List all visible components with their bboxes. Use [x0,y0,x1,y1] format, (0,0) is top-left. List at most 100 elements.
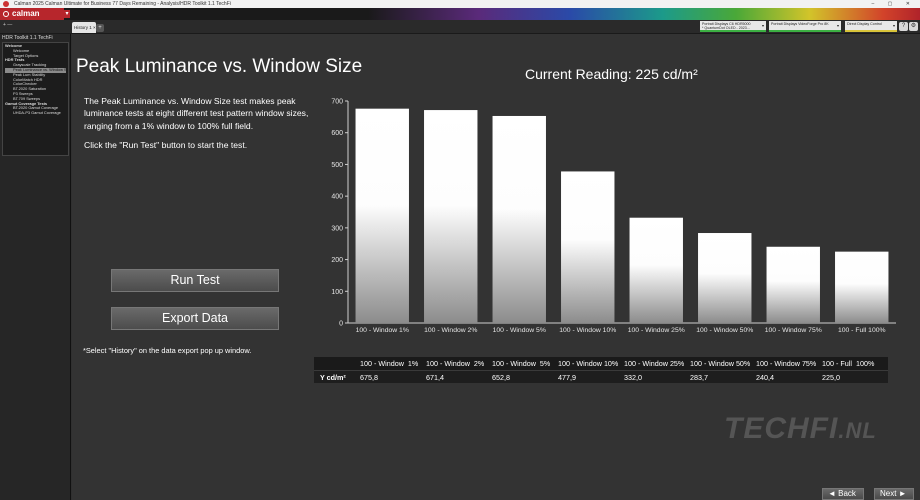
sidebar-item[interactable]: Peak Lum Stability [13,72,46,77]
column-header: 100 - Window 10% [558,359,619,368]
tab-close-icon[interactable]: × [93,25,96,30]
device-display-name: Direct Display Control [847,22,882,26]
window-titlebar: Calman 2025 Calman Ultimate for Business… [0,0,920,8]
x-tick-label: 100 - Window 2% [424,327,477,334]
chart-bar [698,233,752,323]
x-tick-label: 100 - Window 10% [559,327,616,334]
device-meter[interactable]: Portrait Displays C6 HDR5000 * QuantumDo… [700,21,766,32]
x-tick-label: 100 - Window 50% [696,327,753,334]
chart-bar [355,108,409,323]
chart-bar [424,110,478,323]
column-header: 100 - Window 50% [690,359,751,368]
table-row: Y cd/m² 675,8 671,4 652,8 477,9 332,0 283,7 240… [314,370,888,383]
sidebar-item[interactable]: Peak Luminance vs. Window Size [5,67,66,73]
next-button[interactable]: Next ► [874,488,914,500]
sidebar-group[interactable]: Welcome [5,44,23,48]
window-controls[interactable]: – ▢ ✕ [871,1,916,7]
current-reading: Current Reading: 225 cd/m² [525,66,698,82]
column-header: 100 - Window 1% [360,359,419,368]
device-display-control[interactable]: Direct Display Control ▾ [845,21,897,32]
x-tick-label: 100 - Full 100% [838,327,886,334]
sidebar-header: + — [0,22,70,30]
export-note: *Select "History" on the data export pop… [83,346,252,355]
table-cell: 652,8 [492,373,510,382]
sidebar-item[interactable]: BT.2020 Gamut Coverage [13,106,58,111]
x-tick-label: 100 - Window 5% [493,327,546,334]
x-tick-label: 100 - Window 1% [356,327,409,334]
techfi-watermark: TECHFI.NL [724,412,877,446]
device-pattern-generator[interactable]: Portrait Displays VideoForge Pro 8K ▾ [769,21,841,32]
device-meter-name: Portrait Displays C6 HDR5000 [702,22,751,26]
chevron-down-icon: ▾ [892,23,895,28]
sidebar-item[interactable]: P3 Sweeps [13,91,33,96]
table-cell: 332,0 [624,373,642,382]
table-cell: 283,7 [690,373,708,382]
watermark-suffix: .NL [838,418,877,443]
chart-bar [492,115,546,323]
device-generator-name: Portrait Displays VideoForge Pro 8K [771,22,829,26]
tab-strip [0,20,920,34]
y-tick-label: 700 [331,99,343,106]
column-header: 100 - Full 100% [822,359,875,368]
y-tick-label: 400 [331,194,343,201]
chevron-down-icon: ▾ [836,23,839,28]
export-data-button[interactable]: Export Data [111,307,279,330]
tab-history[interactable]: History 1 × [72,22,96,33]
column-header: 100 - Window 25% [624,359,685,368]
y-tick-label: 500 [331,162,343,169]
y-tick-label: 300 [331,225,343,232]
table-cell: 477,9 [558,373,576,382]
calman-logo-icon [3,11,9,17]
y-tick-label: 0 [339,321,343,328]
app-menu-button[interactable]: ▾ [64,10,70,18]
sidebar-group[interactable]: HDR Tests [5,58,25,63]
tab-history-label: History 1 [74,25,92,30]
sidebar-item[interactable]: ColorChecker [13,82,37,87]
luminance-bar-chart: 0 100 200 300 400 500 600 700 100 - Window 1% 100… [331,99,896,334]
workflow-tree: Welcome Welcome Target Options HDR Tests Gra… [2,42,69,156]
table-cell: 240,4 [756,373,774,382]
chart-bar [629,217,683,323]
sidebar-item[interactable]: Grayscale Tracking [13,63,47,68]
watermark-text: TECHFI [724,412,839,445]
x-tick-label: 100 - Window 75% [765,327,822,334]
chart-bar [766,246,820,323]
sidebar-item[interactable]: BT.2020 Saturation [13,87,47,92]
device-meter-display: * QuantumDot OLED - 2023... [702,26,750,31]
column-header: 100 - Window 5% [492,359,551,368]
help-icon[interactable]: ? [899,22,908,31]
sidebar-group[interactable]: Gamut Coverage Tests [5,101,48,106]
column-header: 100 - Window 75% [756,359,817,368]
logo-text: calman [12,9,40,18]
y-tick-label: 200 [331,257,343,264]
y-tick-label: 100 [331,289,343,296]
workflow-title: HDR Toolkit 1.1 TechFi [2,35,53,41]
table-cell: 675,8 [360,373,378,382]
column-header: 100 - Window 2% [426,359,485,368]
add-tab-button[interactable]: + [96,24,104,32]
sidebar-item[interactable]: BT.709 Sweeps [13,96,41,101]
main-content: Peak Luminance vs. Window Size Current R… [72,34,920,500]
test-description: The Peak Luminance vs. Window Size test … [84,96,309,131]
workflow-sidebar: HDR Toolkit 1.1 TechFi Welcome Welcome Tar… [0,34,71,500]
back-button[interactable]: ◄ Back [822,488,864,500]
table-cell: 225,0 [822,373,840,382]
calman-logo[interactable]: calman [0,8,64,20]
settings-icon[interactable]: ⚙ [909,22,918,31]
chevron-down-icon: ▾ [761,23,764,28]
run-test-button[interactable]: Run Test [111,269,279,292]
sidebar-item[interactable]: UHDA-P3 Gamut Coverage [13,111,61,116]
sidebar-item[interactable]: ColorMatch HDR [13,77,43,82]
sidebar-header-icons[interactable]: + — [3,22,13,28]
x-tick-label: 100 - Window 25% [628,327,685,334]
chart-bar [561,171,615,323]
app-icon [3,1,9,7]
table-cell: 671,4 [426,373,444,382]
page-title: Peak Luminance vs. Window Size [76,56,363,77]
sidebar-item[interactable]: Target Options [13,53,39,58]
table-header-row: 100 - Window 1% 100 - Window 2% 100 - Wind… [314,357,888,370]
header-color-bar [0,8,920,20]
chart-bar [835,251,889,323]
sidebar-item[interactable]: Welcome [13,48,30,53]
window-title: Calman 2025 Calman Ultimate for Business… [14,1,231,7]
